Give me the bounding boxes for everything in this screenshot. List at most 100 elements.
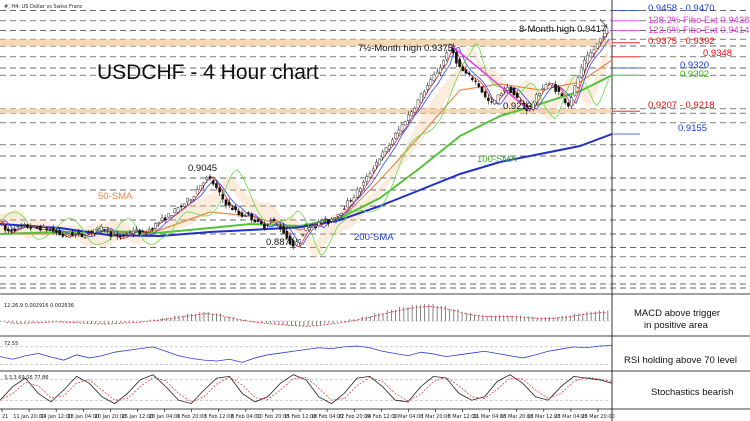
candle-60 <box>192 195 196 202</box>
candle-101 <box>323 215 327 222</box>
candle-97 <box>311 223 314 228</box>
macd-comment-line2: in positive area <box>644 320 709 331</box>
candle-40 <box>128 229 132 235</box>
candle-115 <box>368 170 372 179</box>
candle-143 <box>458 57 461 68</box>
annotation-0-9045: 0.9045 <box>188 163 217 174</box>
candle-122 <box>391 137 394 146</box>
candle-173 <box>554 80 557 95</box>
candle-body-88 <box>282 226 285 234</box>
candle-170 <box>544 82 548 90</box>
candle-140 <box>448 43 452 52</box>
candle-155 <box>496 94 500 105</box>
candle-body-54 <box>173 208 177 214</box>
candle-184 <box>589 48 593 58</box>
x-tick-label-12: 18 Feb 04:00 <box>311 414 344 420</box>
candle-body-52 <box>167 213 170 218</box>
label-200-sma: 200-SMA <box>354 232 394 243</box>
candle-body-184 <box>589 52 593 58</box>
candle-body-72 <box>231 207 234 211</box>
candle-body-84 <box>269 219 273 222</box>
candle-body-0 <box>0 224 4 226</box>
candle-body-167 <box>535 94 538 103</box>
candle-body-101 <box>323 218 327 220</box>
candle-107 <box>343 205 346 211</box>
candle-body-27 <box>87 232 90 235</box>
candle-187 <box>599 38 602 45</box>
candle-17 <box>55 228 58 236</box>
candle-body-168 <box>538 93 541 97</box>
candle-3 <box>10 228 13 234</box>
candle-183 <box>586 51 589 67</box>
candle-180 <box>576 75 580 89</box>
candle-body-41 <box>131 230 135 234</box>
candle-body-45 <box>144 233 148 235</box>
candle-body-117 <box>375 161 378 167</box>
candle-123 <box>394 131 397 140</box>
candle-body-112 <box>359 188 362 192</box>
candle-139 <box>445 49 449 62</box>
candle-body-122 <box>391 139 394 145</box>
candle-36 <box>115 230 119 240</box>
candle-64 <box>205 175 209 184</box>
candle-12 <box>39 224 42 232</box>
level-label-6: 0.9302 <box>680 69 709 80</box>
candle-body-165 <box>528 106 532 109</box>
candle-6 <box>19 223 23 229</box>
candle-body-15 <box>48 229 52 231</box>
candle-body-44 <box>141 230 145 233</box>
candle-22 <box>71 229 74 237</box>
candle-body-30 <box>96 226 100 230</box>
candle-body-70 <box>224 199 228 206</box>
x-tick-label-16: 3 Mar 20:00 <box>420 414 450 420</box>
annotation-pointer <box>599 19 608 28</box>
candle-176 <box>563 98 567 105</box>
candle-body-155 <box>496 94 500 104</box>
candle-body-126 <box>403 121 407 126</box>
candle-body-99 <box>317 221 321 227</box>
candle-body-187 <box>599 38 602 43</box>
candle-body-9 <box>29 226 33 229</box>
candle-153 <box>490 97 493 105</box>
candle-body-34 <box>109 231 113 237</box>
x-tick-label-11: 15 Feb 12:00 <box>284 414 317 420</box>
candle-body-137 <box>439 67 442 74</box>
candle-body-131 <box>419 93 423 103</box>
candle-body-59 <box>189 199 193 201</box>
candle-body-181 <box>579 67 583 78</box>
candle-body-23 <box>74 233 77 235</box>
candle-82 <box>263 221 266 231</box>
candle-body-134 <box>429 79 433 86</box>
candle-body-130 <box>416 99 420 109</box>
candle-120 <box>384 146 388 154</box>
candle-83 <box>266 223 269 228</box>
x-tick-label-1: 11 Jan 20:00 <box>13 414 45 420</box>
candle-body-106 <box>339 212 343 216</box>
candle-67 <box>215 180 218 191</box>
candle-146 <box>467 70 471 77</box>
candle-51 <box>163 214 167 223</box>
macd-params: 12,26,9 0.002916 0.002636 <box>4 303 74 309</box>
candle-95 <box>304 222 308 232</box>
x-tick-label-4: 20 Jan 20:00 <box>95 414 127 420</box>
candle-body-105 <box>336 214 340 217</box>
candle-body-22 <box>71 232 74 236</box>
candle-body-140 <box>448 44 452 52</box>
candle-70 <box>224 198 228 209</box>
candle-133 <box>426 82 429 93</box>
candle-body-61 <box>195 189 199 195</box>
x-tick-label-20: 18 Mar 12:00 <box>527 414 560 420</box>
candle-98 <box>314 226 317 231</box>
candle-26 <box>83 234 87 239</box>
candle-31 <box>99 223 103 234</box>
candle-body-149 <box>477 83 481 87</box>
candle-body-104 <box>333 217 337 220</box>
candle-127 <box>407 111 410 124</box>
candle-150 <box>480 86 484 94</box>
candle-52 <box>167 213 170 218</box>
candle-body-94 <box>301 234 305 236</box>
candle-body-113 <box>362 182 365 186</box>
candle-174 <box>557 84 561 96</box>
candle-72 <box>231 204 234 211</box>
candle-114 <box>365 173 369 186</box>
